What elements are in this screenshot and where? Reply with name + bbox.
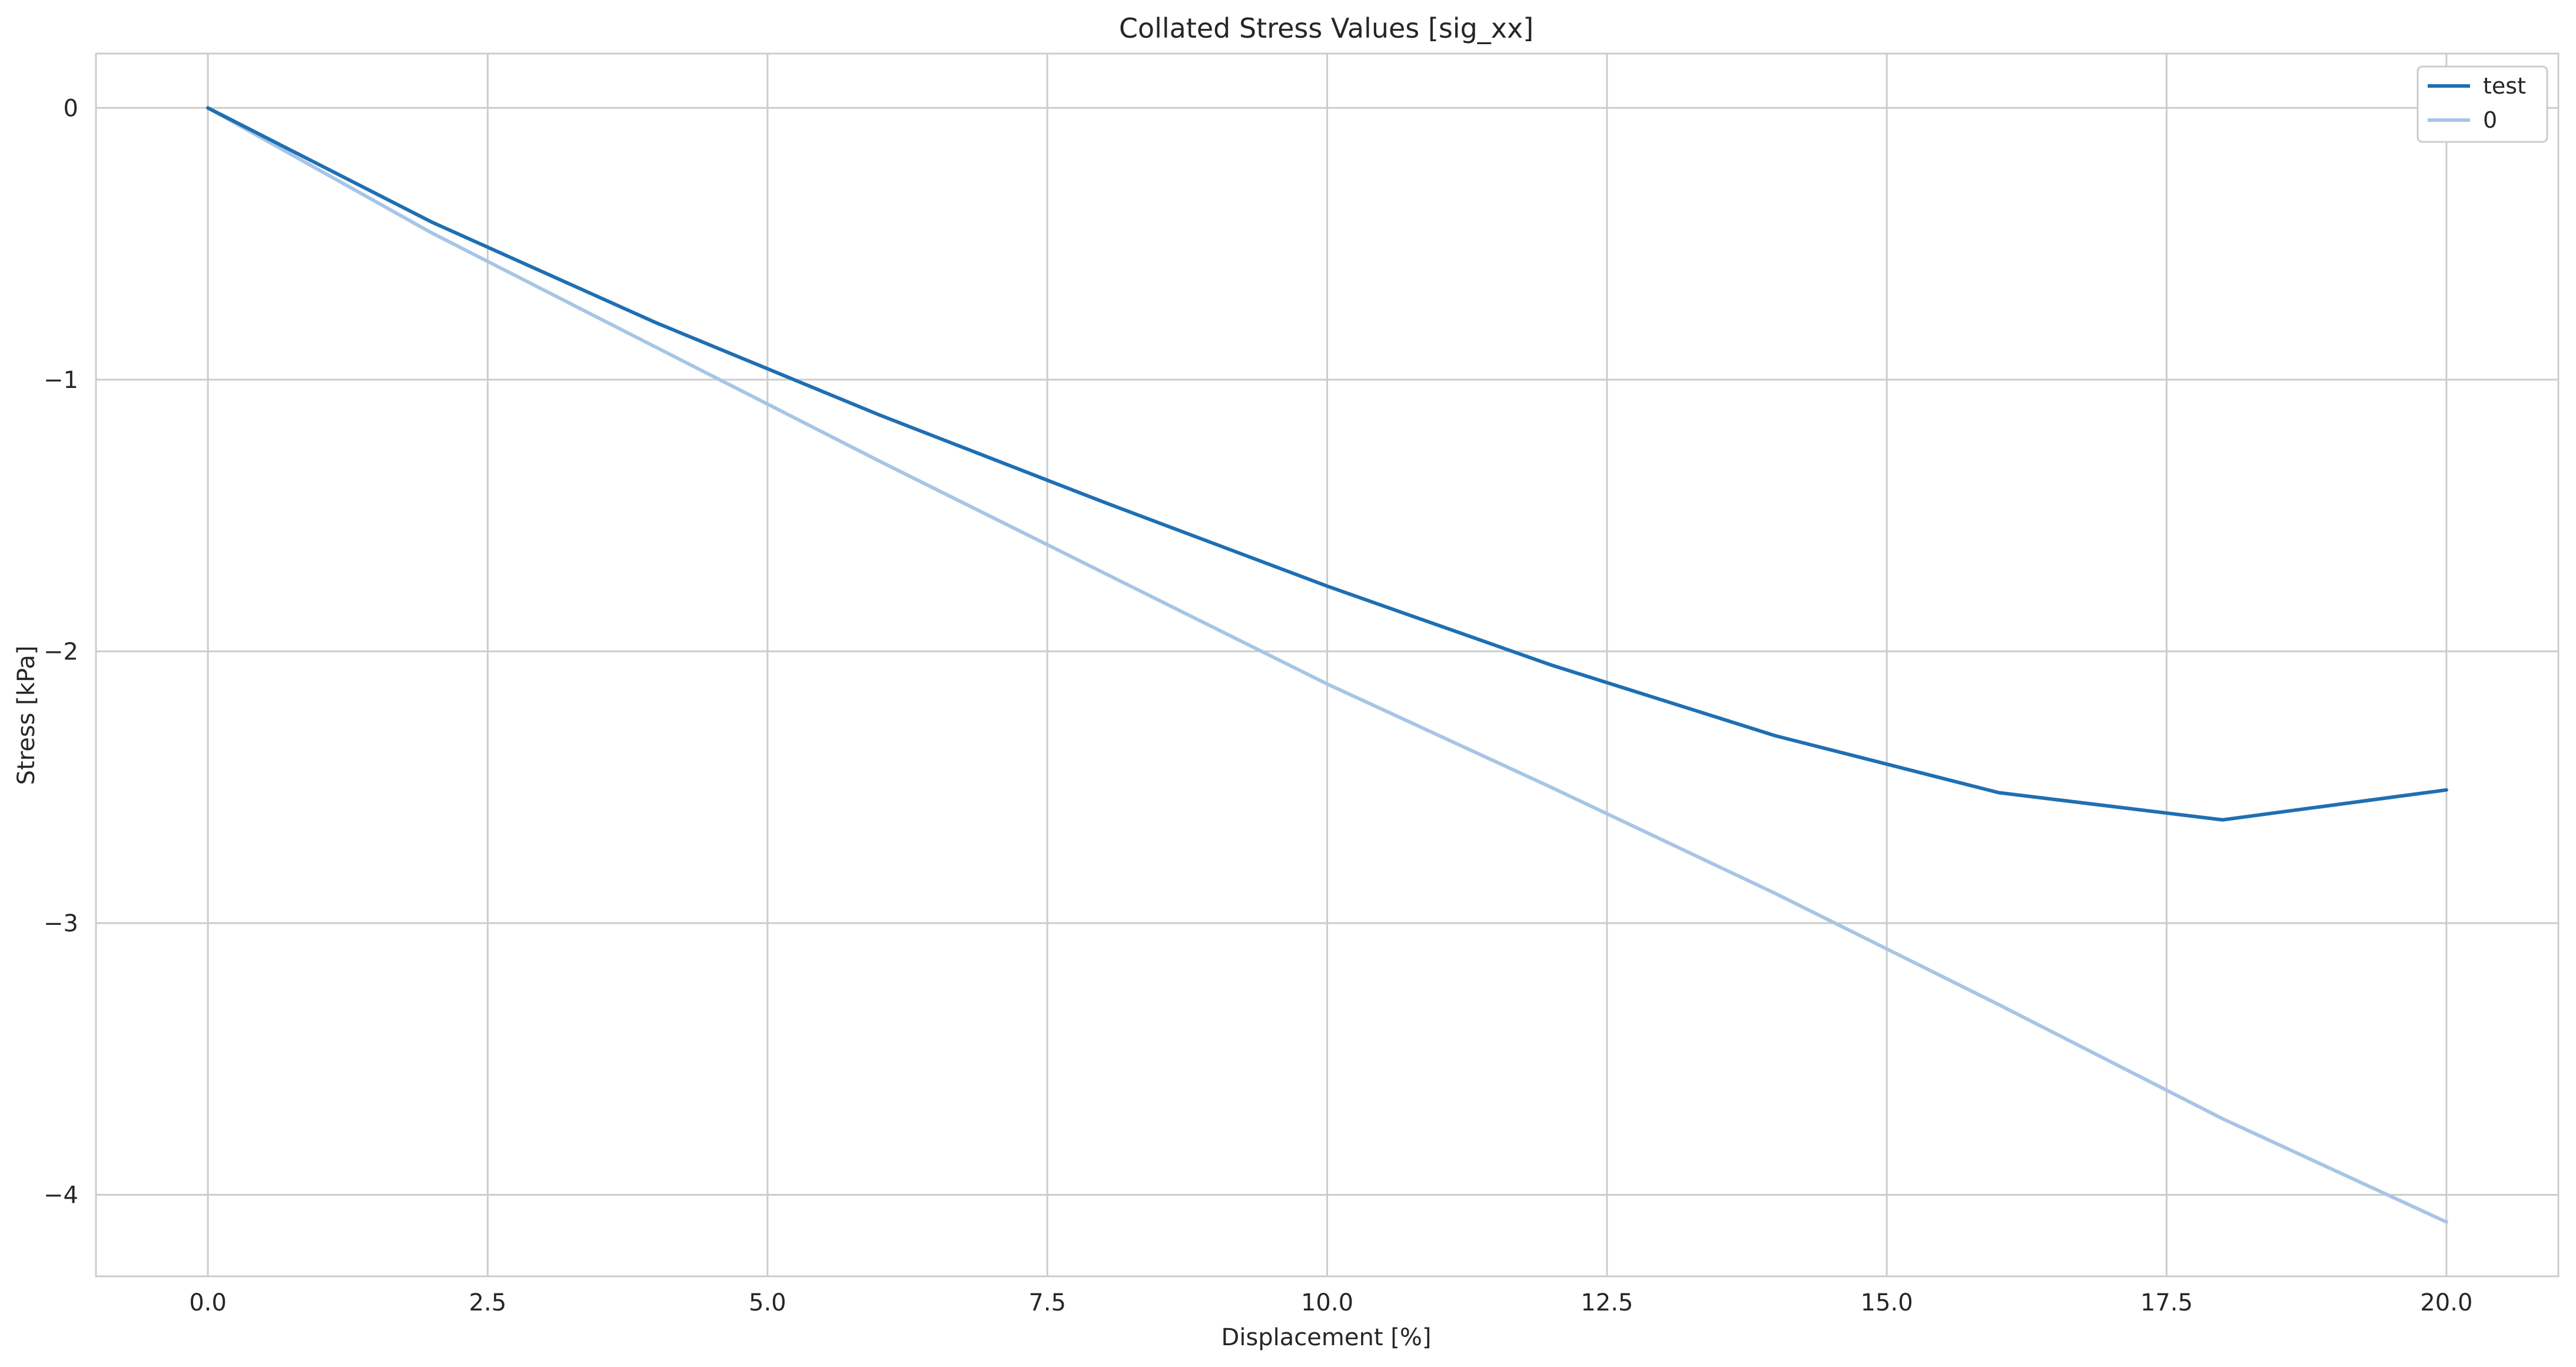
x-tick-label: 15.0 [1861, 1289, 1913, 1316]
x-tick-label: 10.0 [1301, 1289, 1353, 1316]
tick-labels: 0.0 2.5 5.0 7.5 10.0 12.5 15.0 17.5 20.0 0 −1 −2 −3 −… [44, 95, 2472, 1316]
x-axis-label: Displacement [%] [1221, 1324, 1432, 1351]
chart-title: Collated Stress Values [sig_xx] [1119, 12, 1533, 44]
y-tick-label: −2 [44, 638, 78, 665]
plot-frame [95, 52, 2560, 1278]
y-axis-label: Stress [kPa] [13, 646, 40, 785]
legend: test 0 [2416, 65, 2548, 143]
x-tick-label: 12.5 [1581, 1289, 1633, 1316]
y-tick-label: 0 [64, 95, 78, 122]
series-lines [206, 106, 2448, 1224]
y-tick-label: −1 [44, 367, 78, 394]
legend-box [2416, 65, 2548, 143]
x-tick-label: 2.5 [469, 1289, 507, 1316]
y-tick-label: −3 [44, 910, 78, 937]
series-line-0 [206, 106, 2448, 1224]
y-tick-label: −4 [44, 1182, 78, 1209]
legend-label-test: test [2483, 73, 2526, 99]
x-tick-label: 17.5 [2140, 1289, 2193, 1316]
x-tick-label: 5.0 [749, 1289, 786, 1316]
x-tick-label: 20.0 [2420, 1289, 2472, 1316]
legend-label-0: 0 [2483, 107, 2497, 133]
grid-lines [96, 54, 2558, 1276]
series-line-test [206, 106, 2448, 822]
x-tick-label: 7.5 [1028, 1289, 1066, 1316]
x-tick-label: 0.0 [189, 1289, 227, 1316]
